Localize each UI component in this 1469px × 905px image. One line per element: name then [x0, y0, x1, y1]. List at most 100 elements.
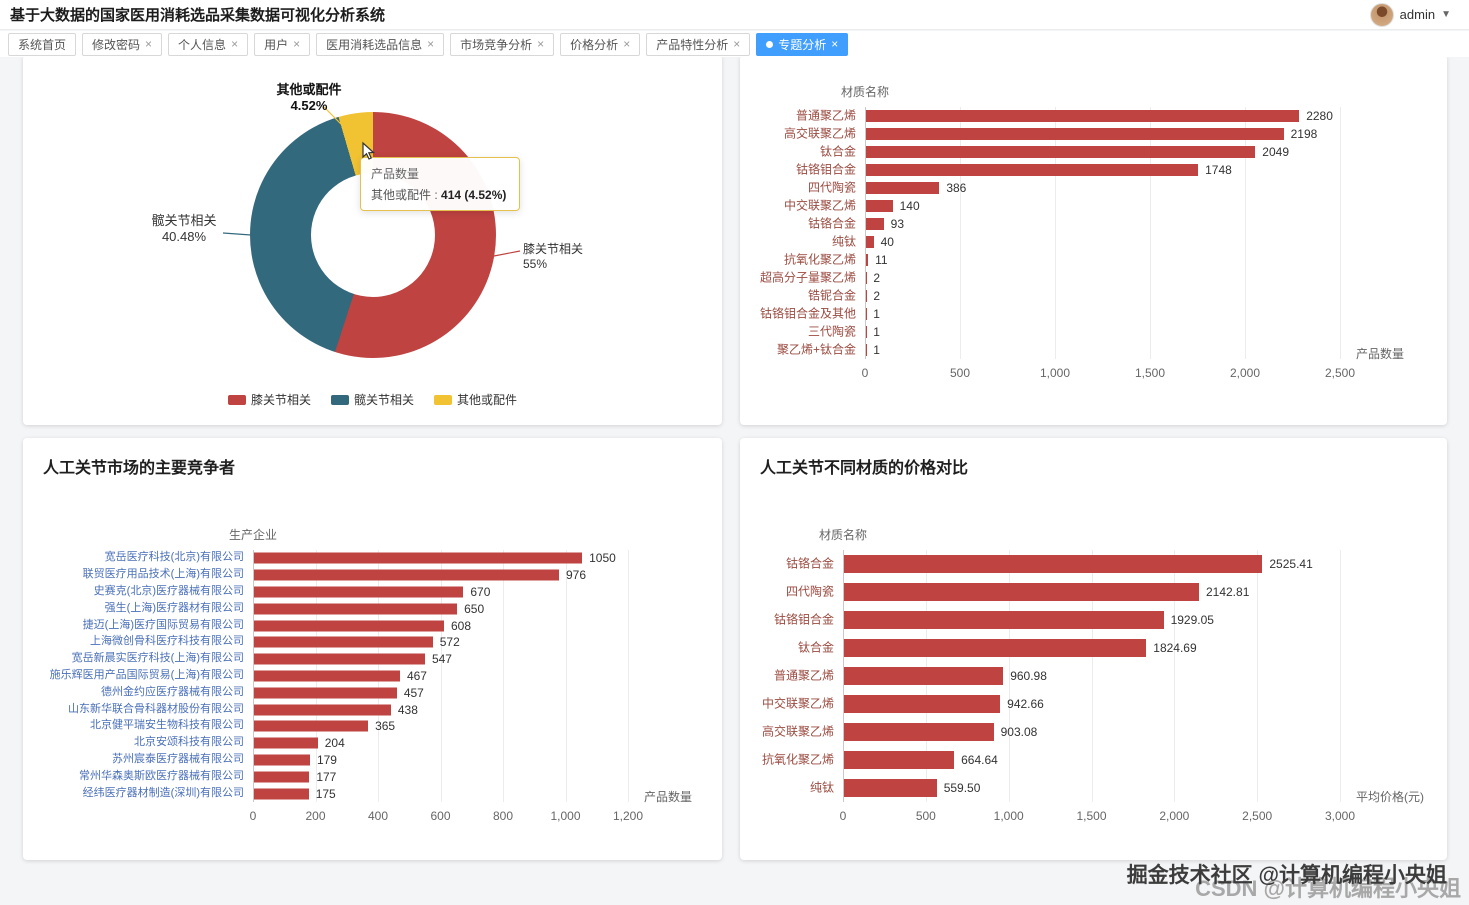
x-tick-label: 0 [861, 366, 869, 380]
bar-row: 高交联聚乙烯 2198 [740, 125, 1447, 143]
bar[interactable] [254, 670, 400, 682]
close-icon[interactable]: × [231, 37, 239, 51]
pie-label-name: 髋关节相关 [151, 213, 217, 228]
x-tick-label: 1,500 [1076, 809, 1107, 823]
value-label: 547 [431, 652, 452, 667]
close-icon[interactable]: × [427, 37, 435, 51]
bar[interactable] [254, 687, 397, 699]
gridline [1174, 550, 1176, 802]
bar[interactable] [866, 164, 1199, 176]
close-icon[interactable]: × [733, 37, 741, 51]
bar[interactable] [254, 569, 559, 581]
close-icon[interactable]: × [537, 37, 545, 51]
category-label: 中交联聚乙烯 [761, 696, 834, 711]
pie-label-pct: 55% [523, 257, 548, 271]
active-tab-dot [766, 40, 774, 48]
bar[interactable] [254, 704, 391, 716]
tab-2[interactable]: 个人信息 × [168, 32, 249, 56]
x-tick-label: 200 [305, 809, 326, 823]
gridline [253, 550, 254, 802]
bar[interactable] [254, 620, 444, 632]
bar-row: 德州金约应医疗器械有限公司 457 [23, 684, 722, 701]
x-tick-label: 2,000 [1229, 366, 1261, 380]
bar[interactable] [866, 182, 940, 194]
bar[interactable] [844, 779, 937, 797]
bar[interactable] [844, 583, 1199, 601]
category-label: 施乐辉医用产品国际贸易(上海)有限公司 [49, 669, 244, 682]
bar[interactable] [844, 751, 955, 769]
value-label: 1050 [589, 551, 616, 566]
value-label: 438 [397, 702, 418, 717]
bar-row: 常州华森奥斯欧医疗器械有限公司 177 [23, 768, 722, 785]
bar[interactable] [844, 555, 1263, 573]
bar-row: 钛合金 2049 [740, 143, 1447, 161]
bar[interactable] [844, 667, 1004, 685]
bar[interactable] [254, 586, 464, 598]
close-icon[interactable]: × [293, 37, 301, 51]
bar[interactable] [254, 603, 458, 615]
bar[interactable] [866, 200, 893, 212]
category-label: 宽岳新晨实医疗科技(上海)有限公司 [71, 652, 244, 665]
bar[interactable] [254, 653, 425, 665]
tab-8[interactable]: 专题分析 × [756, 32, 849, 56]
legend-item[interactable]: 髋关节相关 [330, 391, 414, 408]
bar[interactable] [254, 737, 318, 749]
gridline [565, 550, 567, 802]
close-icon[interactable]: × [831, 37, 839, 51]
value-label: 1824.69 [1153, 641, 1197, 655]
tab-3[interactable]: 用户 × [254, 32, 311, 56]
category-label: 联贸医疗用品技术(上海)有限公司 [82, 568, 244, 581]
bar[interactable] [844, 639, 1147, 657]
tab-label: 专题分析 [778, 37, 827, 52]
bar-row: 锆铌合金 2 [740, 287, 1447, 305]
bar[interactable] [254, 754, 310, 766]
tab-0[interactable]: 系统首页 [8, 32, 77, 56]
tab-label: 修改密码 [92, 37, 141, 52]
chevron-down-icon: ▼ [1441, 9, 1451, 20]
tab-6[interactable]: 价格分析 × [560, 32, 641, 56]
category-label: 钛合金 [797, 640, 834, 655]
bar[interactable] [254, 636, 433, 648]
panel-product-distribution: 髋关节相关 40.48% 膝关节相关 55% 其他或配件 4.52% 产品数量 … [23, 55, 722, 425]
gridline [628, 550, 629, 802]
bar[interactable] [254, 552, 583, 564]
category-label: 苏州宸泰医疗器械有限公司 [112, 753, 244, 766]
tab-1[interactable]: 修改密码 × [82, 32, 163, 56]
gridline [1340, 107, 1341, 359]
bar[interactable] [866, 236, 874, 248]
bar[interactable] [866, 110, 1300, 122]
legend-label: 膝关节相关 [250, 393, 311, 407]
user-menu[interactable]: admin ▼ [1369, 2, 1451, 27]
bar[interactable] [866, 218, 884, 230]
bar[interactable] [844, 611, 1164, 629]
bar[interactable] [866, 128, 1284, 140]
bar[interactable] [844, 695, 1001, 713]
value-label: 2198 [1290, 127, 1318, 141]
legend-item[interactable]: 其他或配件 [434, 391, 517, 408]
bar[interactable] [866, 146, 1256, 158]
category-label: 捷迈(上海)医疗国际贸易有限公司 [82, 618, 244, 631]
tab-4[interactable]: 医用消耗选品信息 × [316, 32, 445, 56]
value-label: 572 [439, 635, 460, 650]
bar[interactable] [254, 720, 369, 732]
value-label: 365 [375, 719, 396, 734]
bar[interactable] [866, 254, 869, 266]
category-label: 纯钛 [831, 234, 856, 249]
bar[interactable] [844, 723, 994, 741]
gridline [1245, 107, 1246, 359]
close-icon[interactable]: × [623, 37, 631, 51]
panel-material-counts: 材质名称 0 500 1,000 1,500 2,000 2,500 产品数量 普通聚乙烯 228… [740, 55, 1447, 425]
bar-row: 纯钛 40 [740, 233, 1447, 251]
tab-7[interactable]: 产品特性分析 × [646, 32, 751, 56]
bar[interactable] [254, 788, 309, 800]
close-icon[interactable]: × [145, 37, 153, 51]
tab-5[interactable]: 市场竞争分析 × [450, 32, 555, 56]
bar-row: 史赛克(北京)医疗器械有限公司 670 [23, 584, 722, 601]
category-label: 高交联聚乙烯 [761, 724, 834, 739]
avatar[interactable] [1369, 2, 1394, 27]
bar[interactable] [254, 771, 310, 783]
legend-chip [227, 394, 246, 405]
chart-legend: 膝关节相关 髋关节相关 其他或配件 [23, 391, 722, 408]
legend-item[interactable]: 膝关节相关 [227, 391, 311, 408]
value-label: 1 [873, 325, 880, 339]
